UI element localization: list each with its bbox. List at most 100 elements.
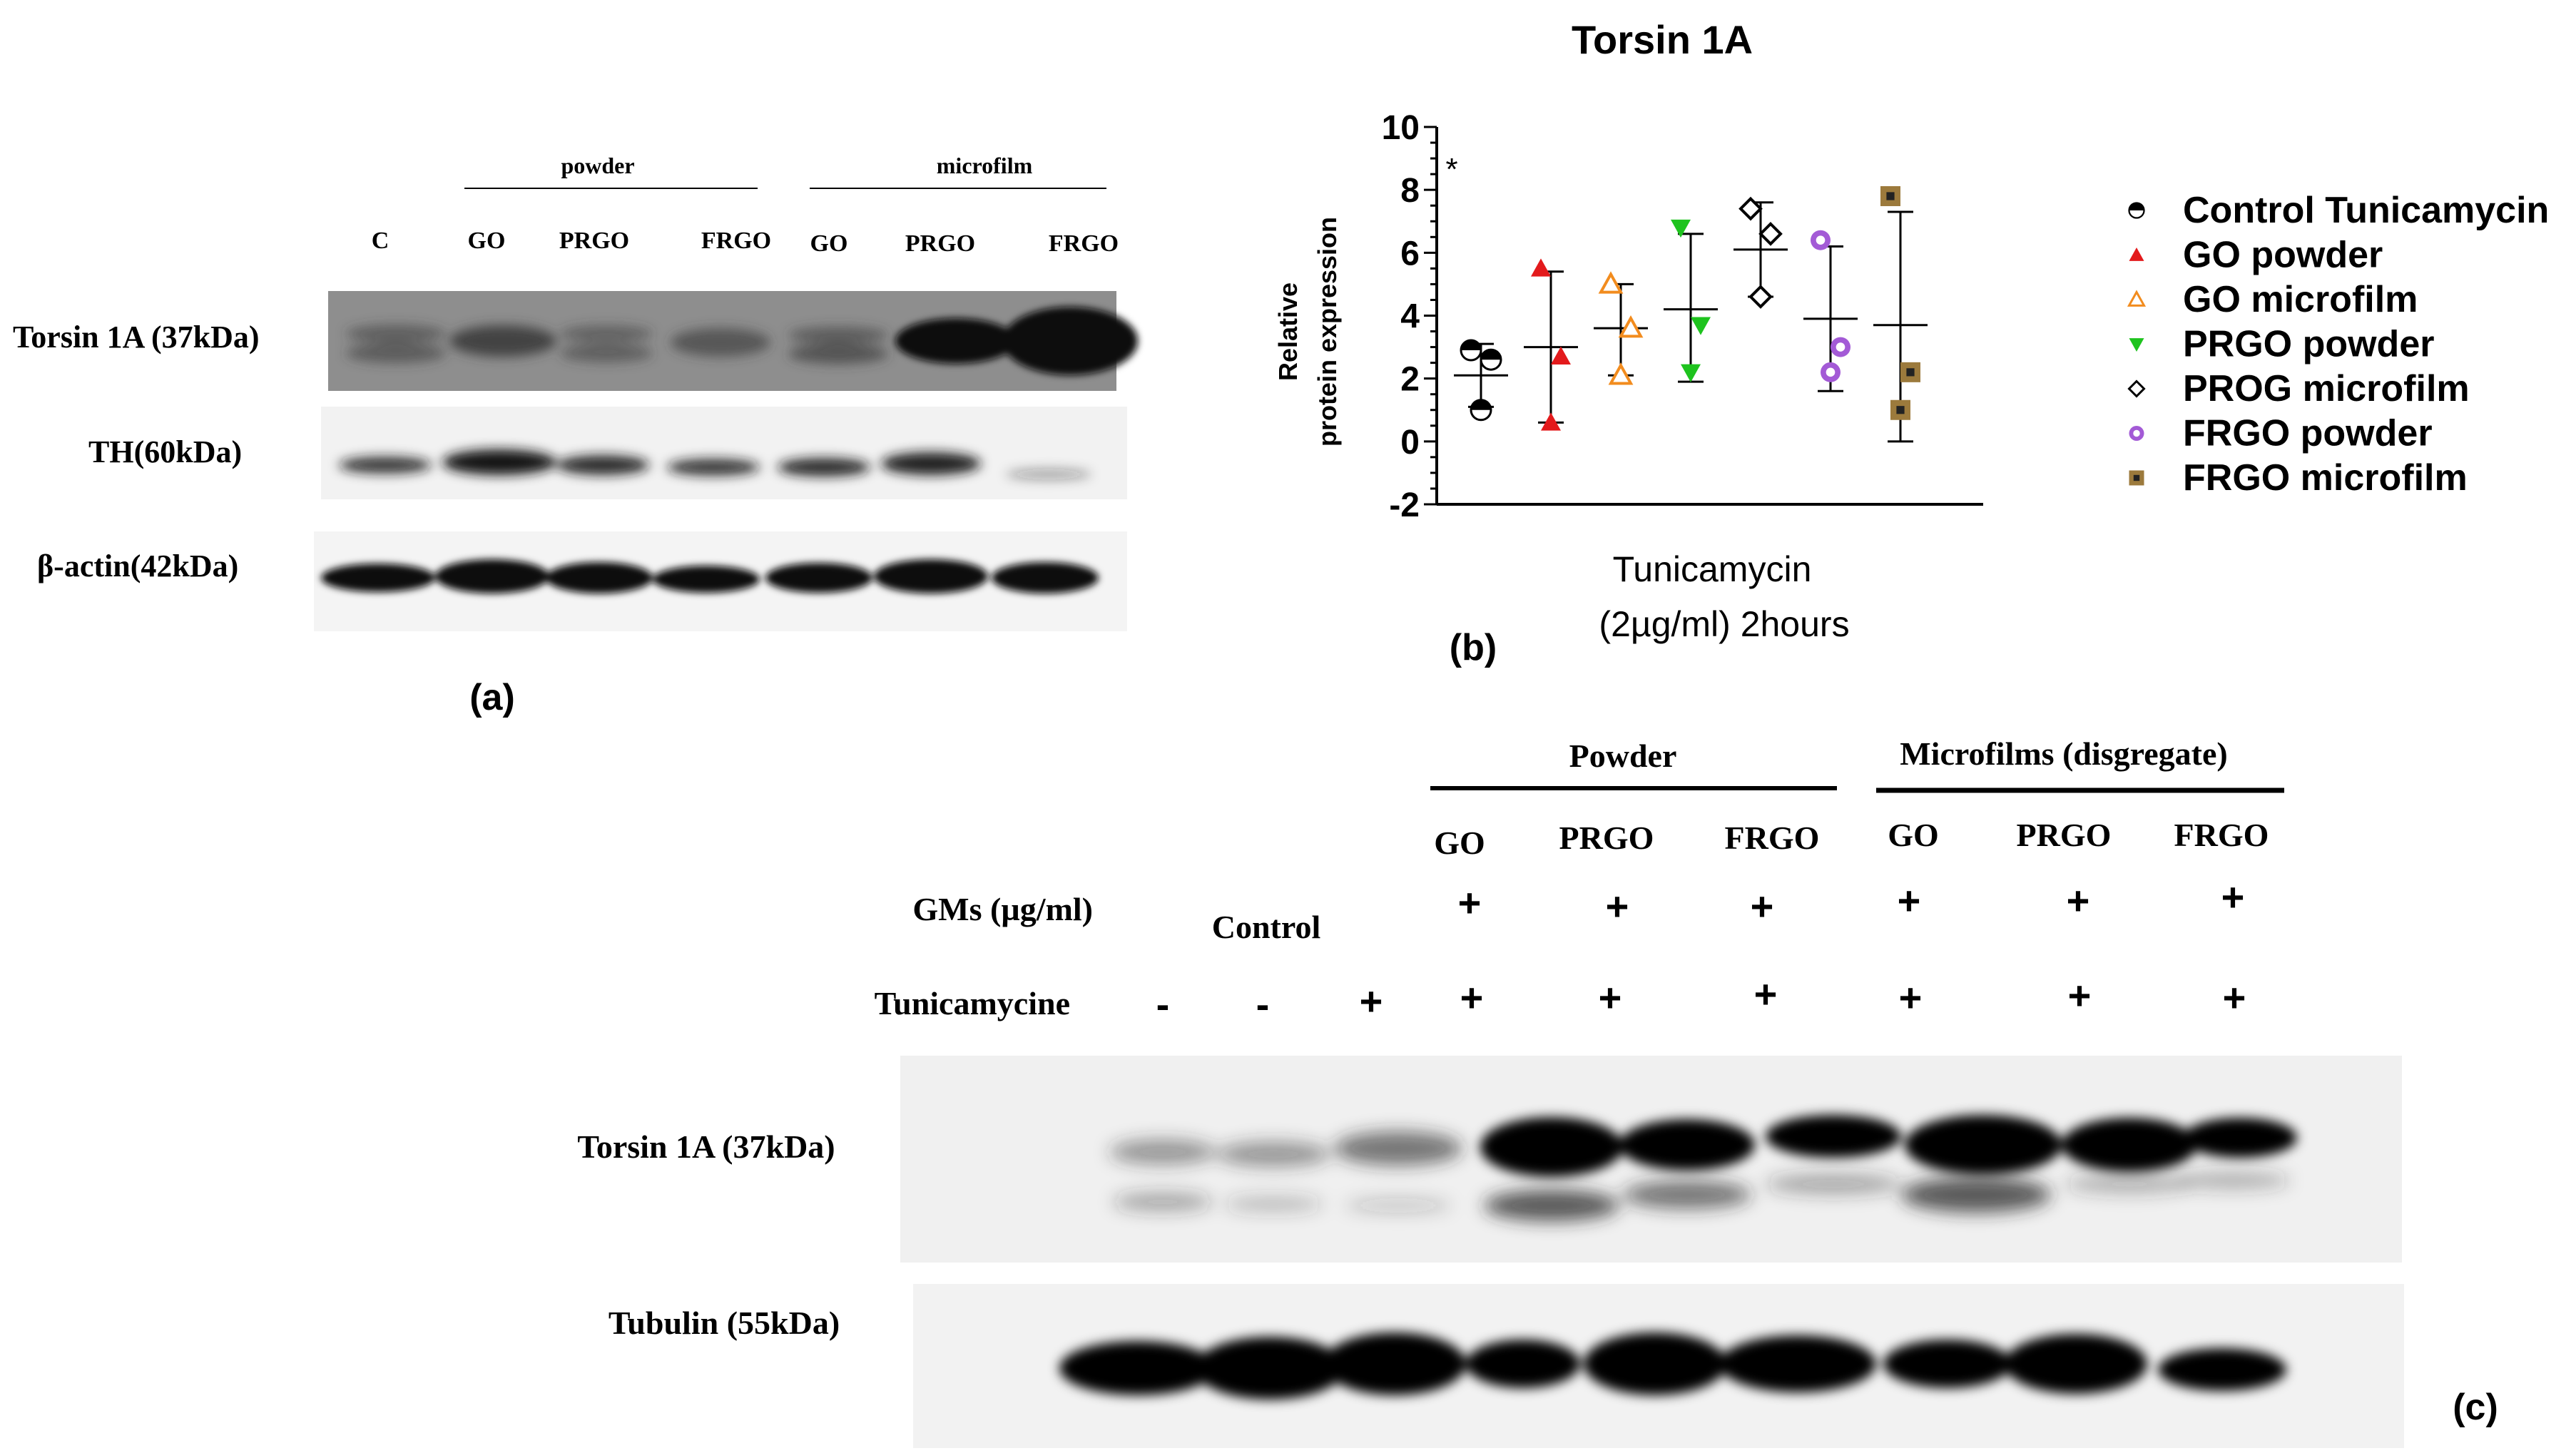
panel-a-blot-torsin: [328, 291, 1138, 391]
legend-swatch: [2128, 202, 2145, 219]
legend-marker: [2129, 470, 2144, 486]
legend-swatch: [2127, 379, 2146, 398]
data-point: [1748, 285, 1773, 309]
data-point: [1618, 315, 1644, 338]
panel-c-tunica-mark: +: [1899, 975, 1923, 1020]
panel-a-blot-th: [321, 407, 1127, 499]
legend-item: FRGO microfilm: [2129, 457, 2468, 499]
panel-c-gms-mark: +: [1458, 880, 1482, 925]
data-point: [1671, 219, 1691, 238]
legend-marker: [2128, 202, 2145, 219]
legend-swatch: [2129, 338, 2144, 352]
legend-label: FRGO microfilm: [2183, 457, 2468, 499]
panel-c-top-label: FRGO: [1725, 820, 1820, 856]
data-point: [1821, 362, 1841, 382]
panel-a-lane-label: FRGO: [1049, 230, 1119, 257]
data-point: [1541, 412, 1561, 431]
plot-area: [1454, 185, 1928, 443]
chart-title: Torsin 1A: [1572, 17, 1753, 62]
panel-c-tunica-mark: +: [1460, 975, 1484, 1020]
panel-a-lane-label: GO: [810, 230, 848, 257]
data-point: [1691, 317, 1711, 335]
legend-item: PRGO powder: [2129, 324, 2434, 365]
panel-a-lane-label: PRGO: [905, 230, 975, 257]
panel-a-row-label: TH(60kDa): [88, 434, 242, 469]
data-point: [1811, 230, 1831, 250]
panel-c-control-label: Control: [1212, 909, 1321, 945]
legend-marker: [2129, 426, 2144, 441]
legend-item: GO powder: [2129, 235, 2383, 276]
panel-c-top-label: PRGO: [1559, 820, 1654, 856]
data-point: [1551, 346, 1571, 365]
legend-item: FRGO powder: [2129, 413, 2433, 454]
panel-c-top-label: GO: [1434, 825, 1485, 861]
data-point: [1880, 185, 1900, 206]
y-tick-label: 2: [1400, 361, 1420, 399]
panel-c-group-microfilm: Microfilms (disgregate): [1900, 735, 2227, 772]
data-point: [1470, 399, 1492, 422]
panel-b-label: (b): [1450, 627, 1497, 668]
series-1: [1524, 258, 1578, 431]
data-point: [1738, 196, 1763, 221]
panel-c-tunica-mark: +: [2223, 975, 2246, 1020]
panel-a-lane-label: FRGO: [701, 228, 771, 254]
y-tick-label: 0: [1400, 424, 1420, 462]
series-3: [1664, 219, 1718, 383]
panel-a-lane-label: GO: [468, 228, 506, 254]
data-point: [1460, 339, 1482, 362]
panel-c-gms-mark: +: [1751, 884, 1774, 929]
panel-c-top-label: FRGO: [2174, 817, 2269, 853]
panel-a-lane-label: C: [372, 228, 390, 254]
legend-item: PROG microfilm: [2127, 368, 2470, 409]
data-point: [1531, 258, 1551, 277]
series-4: [1734, 196, 1788, 309]
panel-c-top-label: PRGO: [2017, 817, 2112, 853]
legend-label: FRGO powder: [2183, 413, 2433, 454]
panel-c-gms-mark: +: [1606, 884, 1629, 929]
data-point: [1831, 337, 1850, 357]
panel-c: Powder Microfilms (disgregate) GO PRGO F…: [577, 735, 2498, 1448]
legend-marker: [2127, 290, 2147, 307]
y-axis: -2 0 2 4 6 8 10: [1382, 109, 1438, 524]
x-axis-label-line2: (2µg/ml) 2hours: [1599, 604, 1849, 644]
y-axis-label-line1: Relative: [1273, 282, 1303, 381]
y-tick-label: 8: [1400, 172, 1420, 210]
panel-c-tunica-mark: +: [2068, 973, 2092, 1018]
legend-marker: [2129, 248, 2144, 261]
data-point: [1900, 362, 1920, 382]
legend-label: PROG microfilm: [2183, 368, 2470, 409]
panel-a-label: (a): [469, 677, 515, 718]
legend-swatch: [2129, 426, 2144, 441]
panel-c-tunica-mark: -: [1256, 982, 1270, 1026]
panel-c-group-powder: Powder: [1569, 738, 1677, 774]
panel-c-row-label: Torsin 1A (37kDa): [577, 1128, 835, 1165]
panel-c-tunica-mark: +: [1360, 979, 1383, 1024]
panel-c-blot-torsin: [900, 1056, 2402, 1263]
panel-c-blot-tubulin: [913, 1284, 2404, 1448]
panel-c-gms-mark: +: [2221, 875, 2245, 919]
panel-a-row-label: Torsin 1A (37kDa): [13, 320, 260, 355]
panel-c-top-label: GO: [1888, 817, 1939, 853]
panel-c-tunica-mark: +: [1599, 975, 1622, 1020]
series-2: [1594, 271, 1648, 385]
x-axis-label-line1: Tunicamycin: [1613, 549, 1812, 589]
data-point: [1681, 364, 1701, 382]
legend-item: Control Tunicamycin: [2128, 190, 2549, 231]
panel-c-gms-mark: +: [1898, 878, 1921, 923]
panel-a-blot-beta-actin: [314, 531, 1127, 631]
panel-c-label: (c): [2453, 1387, 2498, 1428]
panel-a-lane-label: PRGO: [559, 228, 629, 254]
legend-swatch: [2129, 248, 2144, 261]
legend-swatch: [2127, 290, 2147, 307]
data-point: [1598, 271, 1624, 294]
series-0: [1454, 339, 1508, 422]
data-point: [1890, 399, 1910, 420]
y-tick-label: 4: [1400, 298, 1420, 336]
legend-label: GO powder: [2183, 235, 2383, 276]
series-5: [1803, 230, 1858, 392]
data-point: [1480, 348, 1502, 371]
y-tick-label: 10: [1382, 109, 1420, 147]
legend-label: PRGO powder: [2183, 324, 2434, 365]
